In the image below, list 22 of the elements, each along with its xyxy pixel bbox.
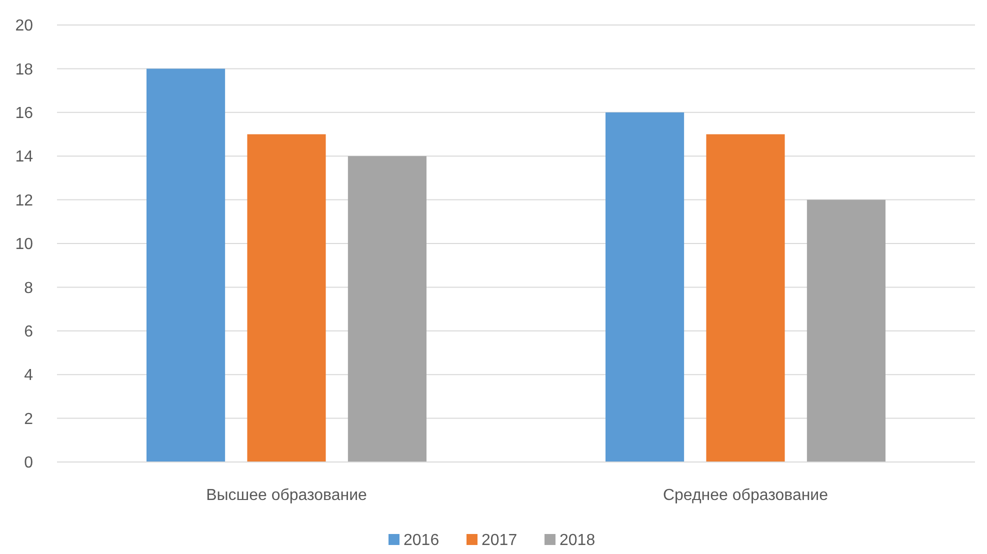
- x-tick-label: Среднее образование: [662, 487, 828, 504]
- bar: [247, 134, 326, 462]
- y-tick-label: 2: [24, 410, 34, 428]
- legend-label: 2016: [404, 532, 440, 549]
- y-tick-label: 10: [15, 236, 34, 254]
- x-tick-label: Высшее образование: [206, 487, 368, 504]
- bar: [606, 112, 684, 462]
- y-tick-label: 14: [15, 148, 34, 166]
- y-tick-label: 8: [24, 280, 34, 297]
- y-tick-label: 16: [15, 105, 34, 122]
- bar: [706, 134, 785, 462]
- bar: [348, 156, 426, 462]
- y-tick-label: 18: [15, 61, 34, 78]
- legend-label: 2018: [560, 532, 596, 549]
- y-tick-label: 20: [15, 18, 34, 35]
- bar: [806, 200, 886, 462]
- legend-label: 2017: [482, 532, 518, 549]
- bar: [146, 68, 226, 462]
- y-tick-label: 0: [24, 454, 34, 472]
- y-tick-label: 4: [24, 367, 34, 384]
- y-tick-label: 12: [15, 192, 34, 210]
- y-tick-label: 6: [24, 324, 34, 340]
